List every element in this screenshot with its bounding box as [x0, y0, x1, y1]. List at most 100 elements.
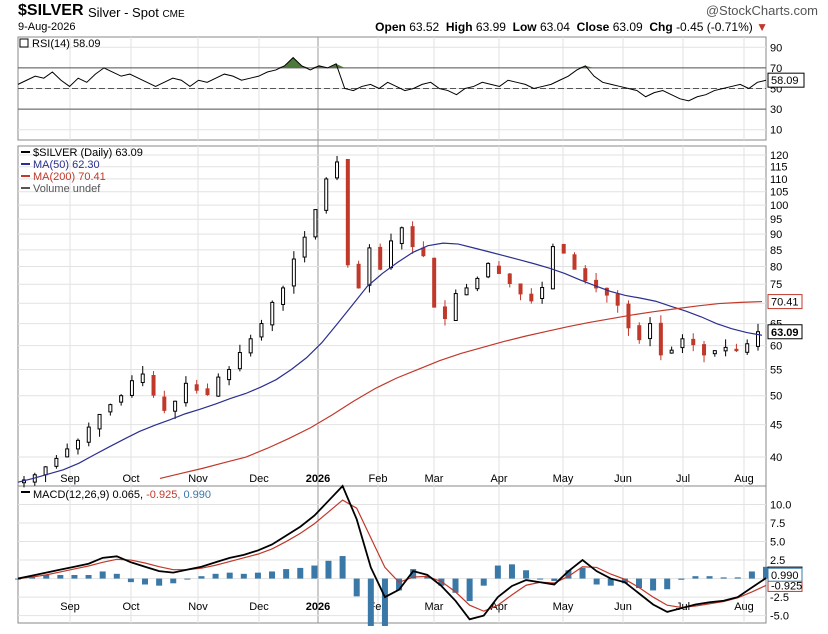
macd-last-tag	[767, 567, 803, 582]
price-candle	[313, 209, 318, 238]
price-tick-label: 50	[770, 391, 782, 403]
macd-histogram-bar	[142, 578, 149, 585]
month-label: Jun	[614, 601, 632, 613]
down-arrow-icon: ▼	[756, 20, 768, 34]
instrument-name: Silver - Spot CME	[88, 5, 185, 20]
price-legend-label: MA(200) 70.41	[33, 171, 106, 183]
macd-histogram-bar	[635, 578, 642, 589]
price-candle	[637, 325, 642, 341]
macd-histogram-bar	[607, 578, 614, 586]
price-candle	[756, 331, 760, 347]
ohlc-summary: Open 63.52 High 63.99 Low 63.04 Close 63…	[375, 20, 768, 34]
month-label: Aug	[734, 601, 754, 613]
price-tick-label: 55	[770, 364, 782, 376]
month-label: Aug	[734, 473, 754, 485]
rsi-tick-label: 10	[770, 125, 782, 137]
month-label: Mar	[425, 601, 444, 613]
month-label: Mar	[425, 473, 444, 485]
macd-histogram-bar	[311, 565, 318, 579]
macd-histogram-bar	[593, 578, 600, 585]
price-candle	[270, 301, 275, 326]
macd-histogram-bar	[734, 577, 741, 579]
macd-tick-label: -2.5	[770, 592, 789, 604]
macd-histogram-bar	[508, 564, 515, 579]
price-candle	[259, 323, 264, 338]
price-tick-label: 80	[770, 261, 782, 273]
month-label: Apr	[490, 601, 507, 613]
macd-tick-label: -5.0	[770, 611, 789, 623]
macd-histogram-bar	[720, 577, 727, 579]
chart-header: $SILVER Silver - Spot CME 9-Aug-2026 @St…	[0, 0, 828, 36]
price-candle	[237, 352, 242, 370]
month-label: Dec	[249, 601, 269, 613]
price-tick-label: 100	[770, 200, 788, 212]
price-last-value: 63.09	[771, 327, 799, 339]
macd-histogram-bar	[269, 571, 276, 579]
macd-histogram-bar	[621, 578, 628, 584]
price-candle	[734, 348, 739, 352]
price-candle	[216, 376, 221, 397]
price-tick-label: 95	[770, 214, 782, 226]
macd-histogram-bar	[170, 578, 177, 584]
rsi-last-tag	[767, 72, 805, 88]
price-candle	[529, 293, 534, 302]
price-tick-label: 90	[770, 229, 782, 241]
macd-tick-label: 10.0	[770, 500, 791, 512]
month-label: Jun	[614, 473, 632, 485]
price-tick-label: 105	[770, 187, 788, 199]
price-candle	[302, 236, 307, 258]
price-candle	[410, 226, 415, 248]
month-label: Oct	[122, 601, 139, 613]
price-candle	[604, 287, 609, 296]
macd-histogram-bar	[254, 572, 261, 579]
price-candle	[691, 338, 696, 346]
month-label: May	[553, 473, 574, 485]
price-tick-label: 120	[770, 150, 788, 162]
price-tick-label: 75	[770, 279, 782, 291]
macd-histogram-bar	[396, 578, 403, 591]
macd-tick-label: 2.5	[770, 555, 785, 567]
price-candle	[108, 404, 113, 413]
macd-legend-label: MACD(12,26,9) 0.065, -0.925, 0.990	[33, 489, 211, 501]
macd-tick-label: 7.5	[770, 518, 785, 530]
macd-tick-label: 5.0	[770, 537, 785, 549]
price-candle	[486, 262, 491, 278]
price-candle	[496, 265, 501, 274]
price-last-tag	[767, 324, 803, 340]
price-tick-label: 40	[770, 452, 782, 464]
rsi-overbought-fill	[18, 57, 766, 68]
price-candle	[648, 323, 653, 340]
macd-histogram-bar	[424, 576, 431, 579]
ma200-last-value: 70.41	[771, 297, 799, 309]
ma50-line	[17, 242, 763, 483]
price-candle	[86, 426, 91, 443]
price-candle	[550, 246, 555, 290]
price-candle	[389, 240, 393, 269]
price-legend-label: MA(50) 62.30	[33, 159, 100, 171]
macd-histogram-bar	[381, 578, 388, 626]
price-candle	[227, 368, 232, 381]
macd-histogram-bar	[297, 567, 304, 579]
macd-histogram-bar	[678, 578, 685, 580]
macd-histogram-bar	[480, 578, 487, 586]
price-candle	[324, 178, 329, 211]
symbol: $SILVER	[18, 2, 84, 19]
price-candle	[518, 283, 523, 295]
month-label: Apr	[490, 473, 507, 485]
macd-histogram-bar	[353, 578, 360, 597]
brand-logo[interactable]: @StockCharts.com	[705, 3, 818, 18]
price-candle	[129, 380, 134, 396]
price-candle	[378, 246, 383, 270]
price-candle	[399, 227, 404, 245]
macd-histogram-bar	[537, 578, 544, 580]
ma200-line	[159, 300, 763, 480]
macd-histogram-bar	[226, 572, 233, 579]
macd-histogram-bar	[410, 569, 417, 579]
price-tick-label: 60	[770, 341, 782, 353]
price-candle	[162, 396, 167, 411]
macd-histogram-bar	[43, 575, 50, 579]
macd-histogram-bar	[706, 576, 713, 579]
macd-histogram-bar	[156, 578, 163, 586]
month-label: May	[553, 601, 574, 613]
